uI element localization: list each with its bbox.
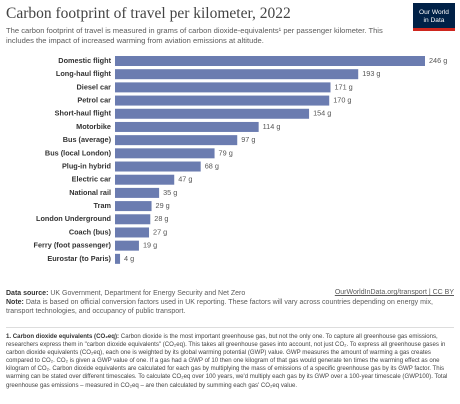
- bar: [115, 240, 139, 251]
- category-label: Petrol car: [77, 95, 111, 104]
- bar: [115, 108, 310, 119]
- value-label: 68 g: [205, 161, 219, 170]
- category-label: Bus (average): [63, 135, 112, 144]
- footnote-text: Carbon dioxide is the most important gre…: [6, 333, 448, 389]
- bar: [115, 69, 359, 80]
- value-label: 29 g: [156, 201, 170, 210]
- value-label: 171 g: [334, 82, 352, 91]
- value-label: 19 g: [143, 241, 157, 250]
- category-label: Ferry (foot passenger): [34, 241, 112, 250]
- category-label: Short-haul flight: [55, 109, 112, 118]
- category-label: Motorbike: [76, 122, 111, 131]
- bar: [115, 56, 425, 66]
- bar: [115, 174, 175, 185]
- bar: [115, 95, 330, 106]
- source-label: Data source:: [6, 290, 49, 297]
- value-label: 47 g: [178, 175, 192, 184]
- category-label: Long-haul flight: [56, 69, 112, 78]
- bar: [115, 201, 152, 212]
- value-label: 193 g: [362, 69, 380, 78]
- logo-text: Our World: [419, 9, 449, 16]
- value-label: 154 g: [313, 109, 331, 118]
- category-label: Diesel car: [77, 82, 112, 91]
- category-label: Bus (local London): [45, 148, 112, 157]
- divider: [6, 327, 454, 328]
- category-label: Eurostar (to Paris): [47, 254, 111, 263]
- value-label: 27 g: [153, 227, 167, 236]
- value-label: 114 g: [263, 122, 281, 131]
- source-link[interactable]: OurWorldInData.org/transport | CC BY: [334, 289, 454, 296]
- value-label: 35 g: [163, 188, 177, 197]
- value-label: 79 g: [219, 148, 233, 157]
- category-label: Plug-in hybrid: [62, 161, 111, 170]
- category-label: National rail: [69, 188, 111, 197]
- note-label: Note:: [6, 299, 24, 306]
- bar: [115, 187, 160, 198]
- value-label: 246 g: [429, 56, 447, 65]
- bar: [115, 161, 201, 172]
- chart-title: Carbon footprint of travel per kilometer…: [6, 5, 291, 22]
- source-text: UK Government, Department for Energy Sec…: [50, 290, 246, 297]
- subtitle: The carbon footprint of travel is measur…: [6, 26, 383, 45]
- source: Data source: UK Government, Department f…: [6, 289, 454, 298]
- logo-text: in Data: [423, 17, 445, 24]
- category-label: Electric car: [72, 175, 112, 184]
- category-label: Domestic flight: [58, 56, 111, 65]
- category-label: Tram: [94, 201, 112, 210]
- bar: [115, 121, 259, 132]
- value-label: 28 g: [154, 214, 168, 223]
- bar: [115, 135, 238, 146]
- footnote-label: 1. Carbon dioxide equivalents (CO₂eq):: [6, 333, 120, 340]
- bar: [115, 82, 331, 93]
- value-label: 170 g: [333, 95, 351, 104]
- category-label: Coach (bus): [69, 227, 112, 236]
- value-label: 97 g: [241, 135, 255, 144]
- footer: Data source: UK Government, Department f…: [6, 289, 454, 316]
- note: Note: Data is based on official conversi…: [6, 298, 454, 316]
- plot: Domestic flight 246 g Long-haul flight 193 …: [34, 56, 447, 264]
- bar: [115, 148, 215, 159]
- value-label: 4 g: [124, 254, 134, 263]
- note-text: Data is based on official conversion fac…: [6, 299, 433, 315]
- bar: [115, 227, 150, 238]
- bar: [115, 253, 121, 264]
- logo[interactable]: Our World in Data: [413, 3, 455, 31]
- footnote: 1. Carbon dioxide equivalents (CO₂eq): C…: [6, 333, 454, 390]
- category-label: London Underground: [36, 214, 111, 223]
- bar: [115, 214, 151, 225]
